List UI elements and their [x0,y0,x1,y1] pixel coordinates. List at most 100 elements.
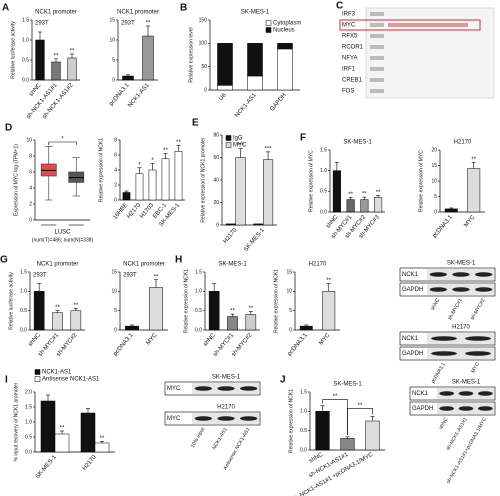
bar [142,35,154,81]
y-tick-label: 0.5 [22,57,29,63]
y-tick-label: 0 [114,197,117,203]
significance: ** [176,140,181,146]
alignment-row-label: FOS [342,89,354,95]
y-tick-label: 1.5 [320,147,327,153]
alignment-residues [388,23,468,27]
y-tick-label: 100 [199,41,208,47]
x-tick-label: H2170 [82,454,98,472]
bar [67,57,77,81]
significance-bracket [347,408,373,435]
x-tick-label: GAPDH [269,92,287,112]
x-tick-label: SK-MES-1 [243,227,266,253]
blot-row-label: MYC [167,386,181,392]
y-axis-label: Relative expression of NCK1 [183,269,189,333]
bar [299,325,313,331]
bar [135,173,144,201]
y-tick-label: 0.5 [320,189,327,195]
y-tick-label: 5 [289,308,292,314]
blot-title: H2170 [217,405,235,411]
blot-title: SK-MES-1 [212,375,241,381]
y-tick-label: 10 [111,289,117,295]
blot-band [475,272,493,277]
y-tick-label: 10 [109,37,115,43]
y-axis-label: Relative expression of NCK1 [98,138,104,202]
alignment-row-label: IRF3 [342,12,356,18]
y-tick-label: 4 [29,185,32,191]
y-tick-label: 0.5 [195,308,202,314]
bar [33,291,45,331]
x-axis-label: LUSC [54,230,71,236]
x-tick-label: pcDNA3.1 [432,214,455,239]
bar [263,159,274,226]
bar [360,199,369,213]
bar-segment [247,75,263,91]
blot-band [465,336,491,341]
significance: ** [70,49,75,55]
bar [332,170,341,213]
y-tick-label: 2.0 [25,389,32,395]
bar-segment [277,43,293,50]
blot-title: H2170 [452,325,470,331]
y-tick-label: 2 [29,201,32,207]
blot-membrane [427,348,494,359]
blot-lane-label: sh-MYC#2 [470,297,487,321]
blot-lane-label: 10% input [190,426,207,449]
significance: ** [326,278,331,284]
y-tick-label: 0.0 [25,449,32,455]
y-tick-label: 0 [434,209,437,215]
blot-band [452,287,470,292]
legend-label: NCK1-AS1 [42,370,72,376]
significance: ** [362,192,367,198]
y-tick-label: 0.0 [195,327,202,333]
alignment-block [365,7,495,99]
legend-swatch [225,142,232,148]
bar-segment [277,48,293,91]
significance: * [151,158,154,164]
alignment-residues [370,56,384,60]
alignment-residues [370,23,384,27]
y-tick-label: 2 [114,182,117,188]
x-tick-label: shNC [308,452,325,465]
blot-row-label: GAPDH [402,351,423,357]
blot-membrane [427,333,494,344]
significance: ** [333,394,338,400]
y-tick-label: 1.5 [22,17,29,23]
blot-band [431,351,457,356]
x-tick-label: sh-NCK1-AS1#2 [42,82,76,120]
blot-lane-label: sh-MYC#1 [447,297,464,321]
bar [122,75,134,81]
blot-lane-label: shNC [438,416,450,430]
blot-band [458,406,474,411]
significance: ** [248,306,253,312]
blot-band [194,416,212,421]
y-tick-label: 40 [213,177,219,183]
y-tick-label: 0.0 [320,209,327,215]
chart-title: H2170 [309,262,327,268]
y-tick-label: 20 [213,200,219,206]
alignment-row-label: RFX5 [342,34,358,40]
y-tick-label: 1.0 [22,37,29,43]
y-tick-label: 4 [114,167,117,173]
y-tick-label: 0.5 [300,428,307,434]
x-tick-label: pcDNA3.1 [287,332,310,357]
blot-band [475,287,493,292]
y-axis-label: Relative luciferase activity [8,272,14,330]
blot-lane-label: shNC [430,297,442,311]
alignment-row-label: NFYA [342,56,358,62]
y-tick-label: 0 [289,327,292,333]
y-tick-label: 15 [111,269,117,275]
y-tick-label: 5 [434,194,437,200]
significance: ** [154,274,159,280]
y-tick-label: 0.5 [20,308,27,314]
bar [374,197,383,213]
y-tick-label: 0.0 [22,77,29,83]
bar [340,438,355,451]
legend-label: Cytoplasm [273,21,301,27]
y-tick-label: 1.5 [25,404,32,410]
alignment-row-label: IRF1 [342,67,356,73]
alignment-row-label: RCOR1 [342,45,364,51]
alignment-residues [370,67,384,71]
y-tick-label: 15 [431,163,437,169]
y-tick-label: 0 [29,217,32,223]
